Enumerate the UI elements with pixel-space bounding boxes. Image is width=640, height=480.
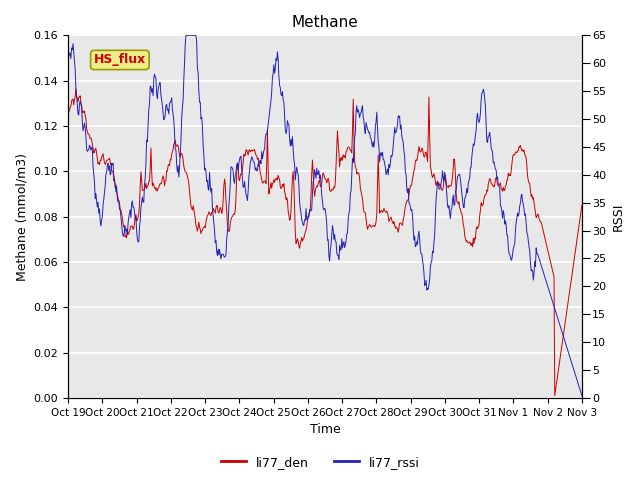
- Y-axis label: Methane (mmol/m3): Methane (mmol/m3): [15, 153, 28, 281]
- X-axis label: Time: Time: [310, 423, 340, 436]
- Legend: li77_den, li77_rssi: li77_den, li77_rssi: [216, 451, 424, 474]
- Y-axis label: RSSI: RSSI: [612, 203, 625, 231]
- Text: HS_flux: HS_flux: [93, 53, 146, 66]
- Title: Methane: Methane: [292, 15, 358, 30]
